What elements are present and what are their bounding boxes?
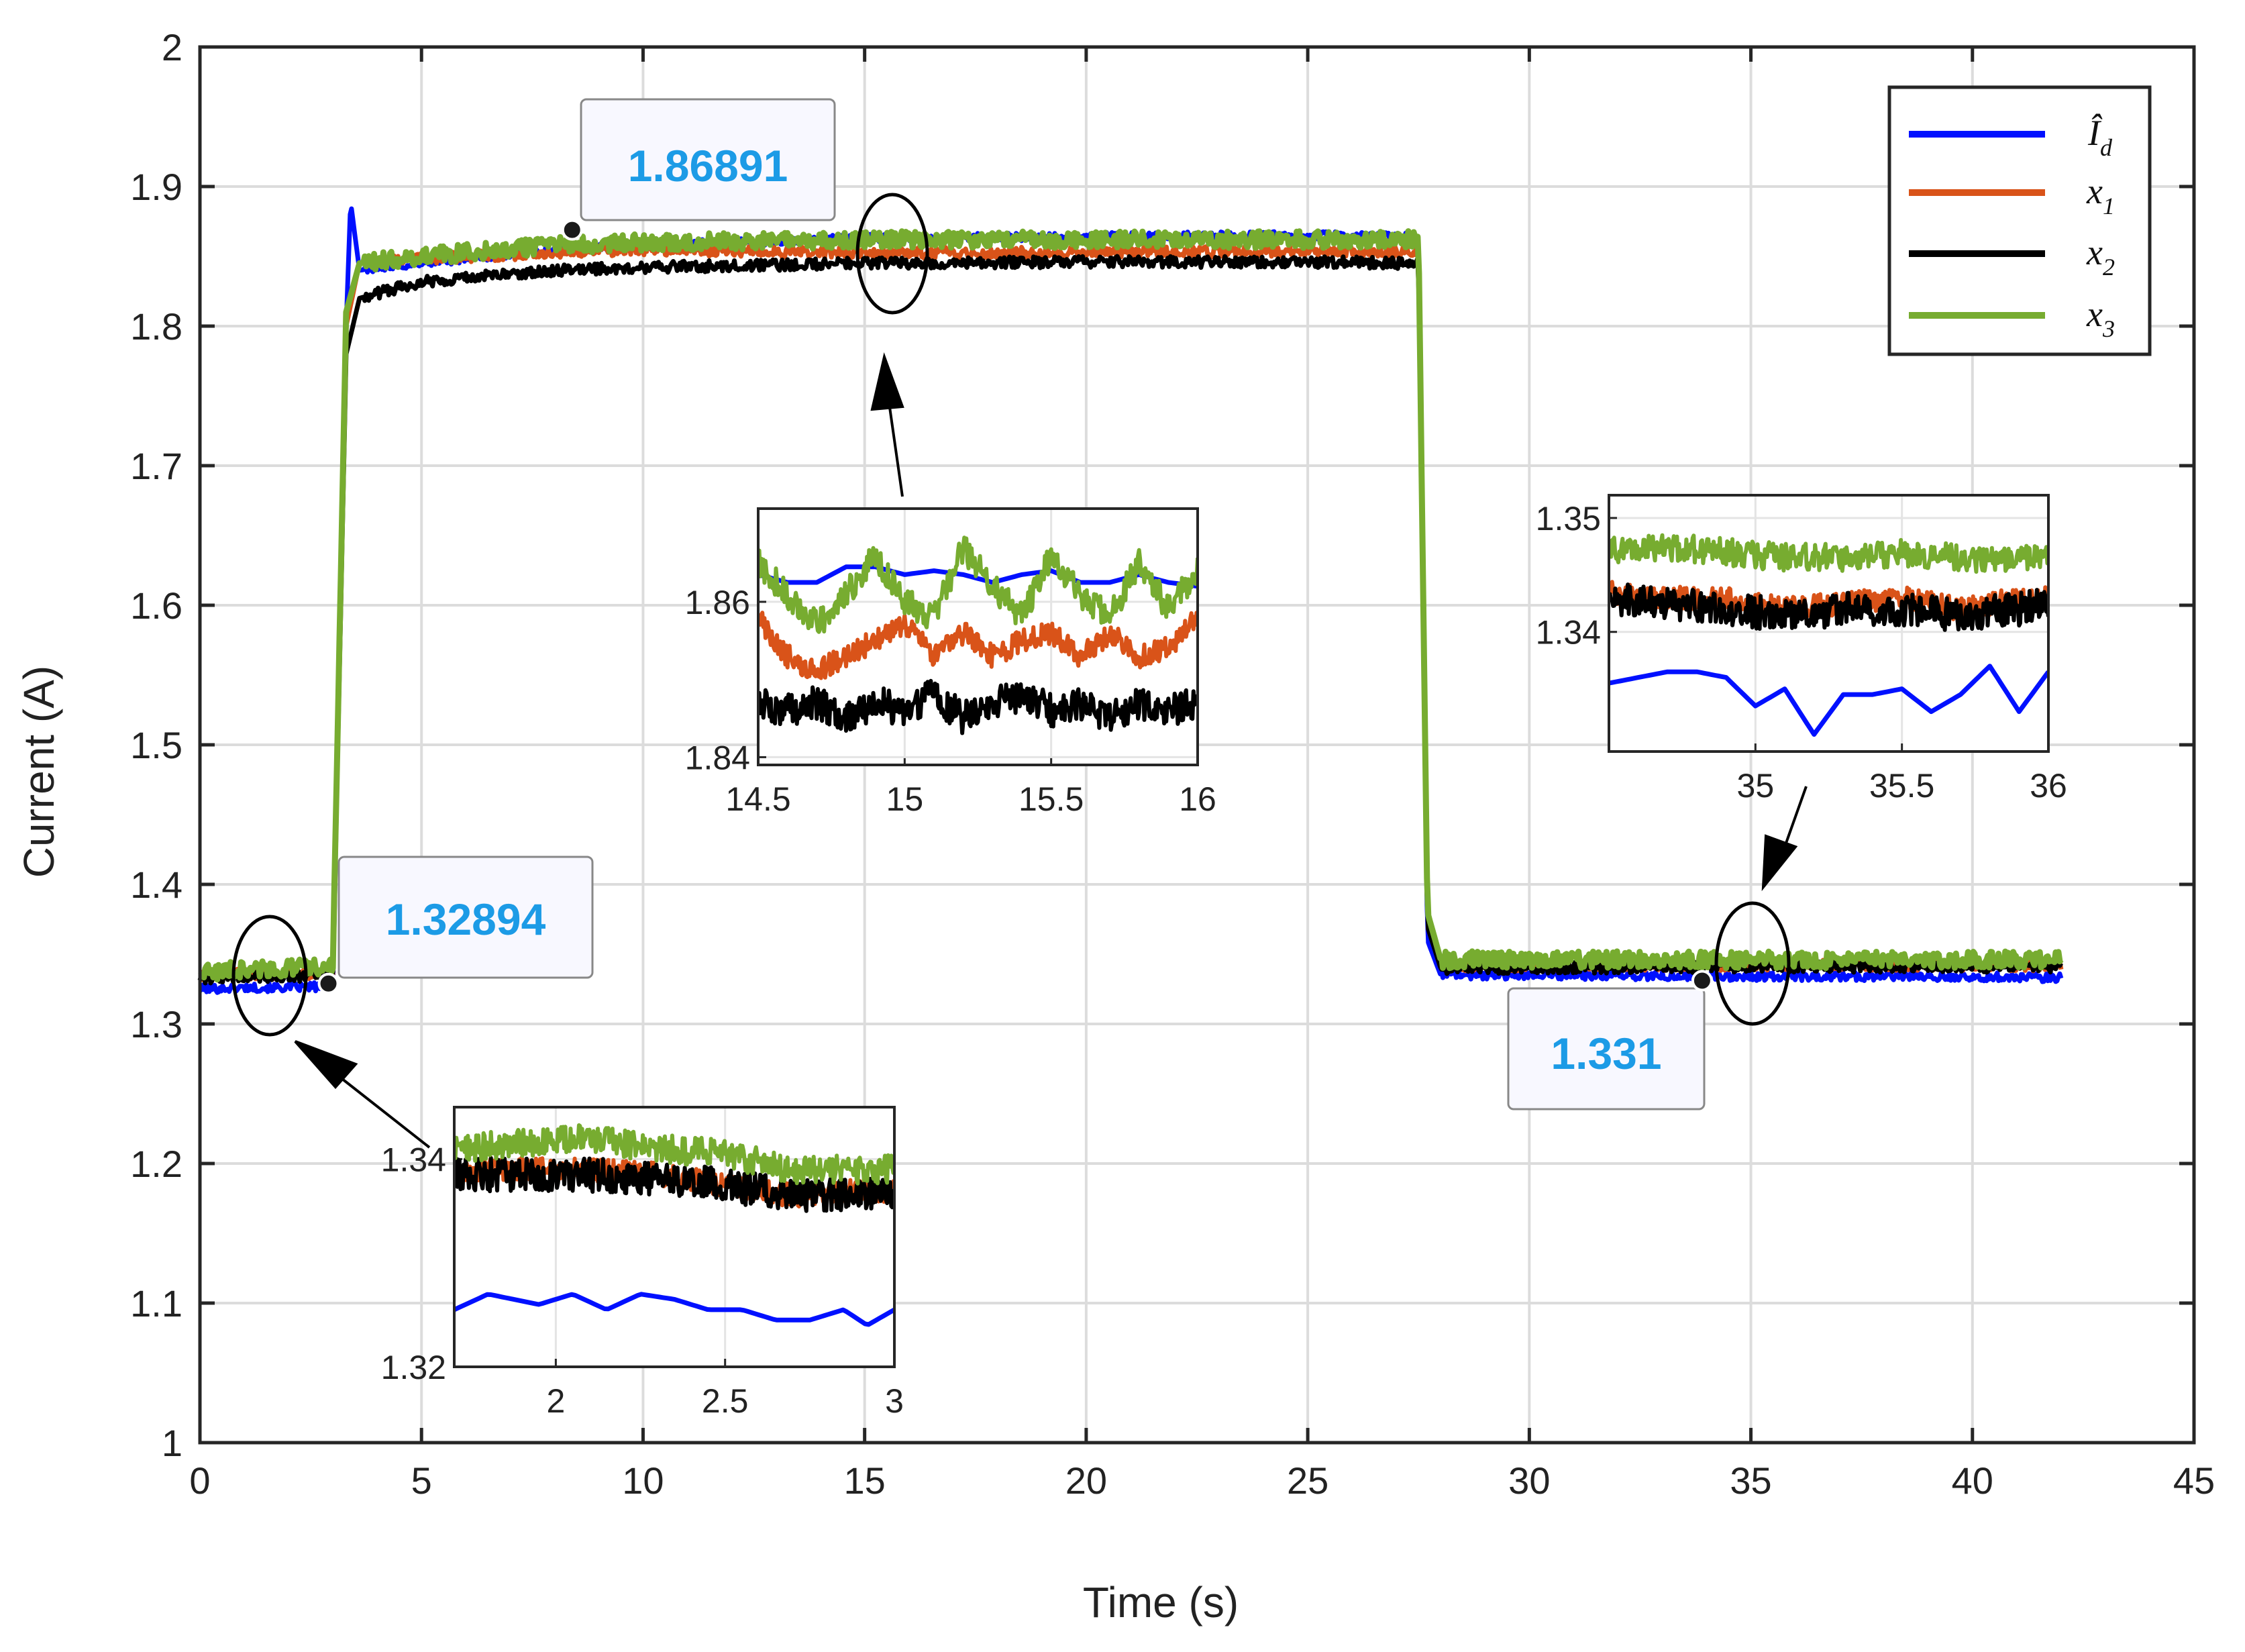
inset-left-x-tick-label: 3 bbox=[885, 1382, 904, 1420]
x-tick-label: 30 bbox=[1508, 1459, 1550, 1502]
inset-left-x-tick-label: 2.5 bbox=[702, 1382, 749, 1420]
callout-2: 1.86891 bbox=[561, 98, 836, 241]
callout-1-box bbox=[337, 856, 594, 979]
inset-left-line-3 bbox=[454, 1123, 894, 1186]
x-tick-labels: 0 5 10 15 20 25 30 35 40 45 bbox=[189, 1459, 2215, 1502]
y-tick-label: 1.7 bbox=[130, 445, 182, 487]
inset-left-line-0 bbox=[454, 1292, 894, 1327]
legend-entry-id: Îd bbox=[1909, 113, 2113, 161]
inset-middle-y-tick-label: 1.86 bbox=[685, 584, 750, 621]
zoom-ellipse-left bbox=[231, 915, 308, 1037]
inset-middle-y-tick-label: 1.84 bbox=[685, 739, 750, 776]
inset-middle-line-1 bbox=[758, 611, 1198, 680]
zoom-ellipse-right bbox=[1714, 901, 1791, 1026]
main-ticks bbox=[198, 45, 2196, 1445]
callout-1-point bbox=[317, 972, 340, 994]
inset-middle-x-tick-label: 15.5 bbox=[1019, 780, 1084, 818]
arrow-right-head bbox=[1761, 834, 1798, 892]
legend-label-x2-sub: 2 bbox=[2103, 254, 2115, 280]
y-tick-label: 1.5 bbox=[130, 724, 182, 766]
inset-right-y-tick-label: 1.35 bbox=[1536, 500, 1601, 537]
main-series-group bbox=[197, 206, 2064, 995]
arrow-right-line bbox=[1783, 786, 1808, 847]
inset-left: 2 2.5 3 1.32 1.34 bbox=[381, 1106, 904, 1420]
inset-middle-x-tick-label: 16 bbox=[1179, 780, 1216, 818]
inset-right-line-3 bbox=[1609, 533, 2048, 574]
legend-label-x1-sub: 1 bbox=[2103, 193, 2115, 219]
inset-middle-series bbox=[758, 535, 1198, 735]
legend-label-id-sub: d bbox=[2100, 134, 2113, 161]
y-tick-label: 1 bbox=[162, 1422, 182, 1464]
zoom-markers bbox=[231, 193, 1791, 1037]
x-tick-label: 10 bbox=[622, 1459, 664, 1502]
y-tick-label: 1.3 bbox=[130, 1003, 182, 1045]
arrow-middle-head bbox=[870, 352, 904, 411]
inset-right-x-tick-label: 35.5 bbox=[1869, 767, 1934, 805]
x-tick-label: 15 bbox=[844, 1459, 886, 1502]
y-tick-label: 1.9 bbox=[130, 166, 182, 208]
inset-middle-x-tick-label: 14.5 bbox=[725, 780, 790, 818]
inset-left-x-tick-label: 2 bbox=[546, 1382, 565, 1420]
x-tick-label: 0 bbox=[189, 1459, 210, 1502]
inset-right-series bbox=[1609, 533, 2048, 737]
callout-3-box bbox=[1507, 987, 1706, 1111]
y-tick-label: 2 bbox=[162, 26, 182, 68]
inset-middle-frame bbox=[757, 507, 1199, 766]
y-tick-label: 1.6 bbox=[130, 584, 182, 627]
arrow-left-head bbox=[294, 1040, 358, 1090]
x-tick-label: 45 bbox=[2173, 1459, 2215, 1502]
inset-right-line-0 bbox=[1609, 664, 2048, 737]
inset-right-frame bbox=[1608, 494, 2050, 753]
inset-left-y-tick-label: 1.34 bbox=[381, 1141, 446, 1178]
callout-3: 1.331 bbox=[1507, 970, 1713, 1111]
callout-2-box bbox=[580, 98, 836, 221]
zoom-ellipse-middle bbox=[855, 193, 929, 315]
inset-middle-x-tick-label: 15 bbox=[886, 780, 924, 818]
callout-3-point bbox=[1691, 970, 1713, 992]
legend-label-id: Îd bbox=[2087, 113, 2113, 161]
legend: Îd x1 x2 x3 bbox=[1887, 85, 2152, 356]
inset-middle-line-2 bbox=[758, 678, 1198, 735]
inset-right: 35 35.5 36 1.34 1.35 bbox=[1536, 494, 2067, 805]
x-tick-label: 25 bbox=[1287, 1459, 1328, 1502]
arrow-left-line bbox=[334, 1072, 431, 1149]
arrow-middle-line bbox=[888, 402, 904, 497]
x-axis-title: Time (s) bbox=[1083, 1578, 1239, 1627]
callout-2-label: 1.86891 bbox=[628, 141, 788, 191]
inset-right-x-tick-label: 35 bbox=[1737, 767, 1775, 805]
x-tick-label: 5 bbox=[411, 1459, 432, 1502]
y-tick-label: 1.8 bbox=[130, 305, 182, 348]
y-axis-title: Current (A) bbox=[15, 666, 63, 878]
callout-3-label: 1.331 bbox=[1551, 1029, 1661, 1078]
inset-left-frame bbox=[453, 1106, 896, 1368]
inset-middle: 14.5 15 15.5 16 1.84 1.86 bbox=[685, 507, 1216, 818]
legend-label-x3-sub: 3 bbox=[2102, 315, 2115, 342]
legend-label-id-main: Î bbox=[2087, 113, 2103, 153]
x-tick-label: 20 bbox=[1065, 1459, 1107, 1502]
callout-2-point bbox=[561, 219, 583, 241]
inset-right-x-tick-label: 36 bbox=[2030, 767, 2067, 805]
series-line-3 bbox=[198, 228, 2064, 983]
inset-left-y-tick-label: 1.32 bbox=[381, 1349, 446, 1386]
callout-1: 1.32894 bbox=[317, 856, 594, 994]
inset-middle-line-3 bbox=[758, 535, 1198, 634]
inset-left-line-2 bbox=[454, 1155, 894, 1213]
y-tick-labels: 1 1.1 1.2 1.3 1.4 1.5 1.6 1.7 1.8 1.9 2 bbox=[130, 26, 182, 1464]
y-tick-label: 1.2 bbox=[130, 1143, 182, 1185]
inset-right-y-tick-label: 1.34 bbox=[1536, 614, 1601, 652]
x-tick-label: 40 bbox=[1952, 1459, 1993, 1502]
y-tick-label: 1.1 bbox=[130, 1282, 182, 1325]
y-tick-label: 1.4 bbox=[130, 864, 182, 906]
callouts: 1.32894 1.86891 1.331 bbox=[317, 98, 1713, 1111]
inset-right-line-2 bbox=[1609, 582, 2048, 632]
inset-left-series bbox=[454, 1123, 894, 1327]
zoom-arrows bbox=[294, 352, 1808, 1149]
callout-1-label: 1.32894 bbox=[386, 894, 546, 944]
x-tick-label: 35 bbox=[1730, 1459, 1771, 1502]
